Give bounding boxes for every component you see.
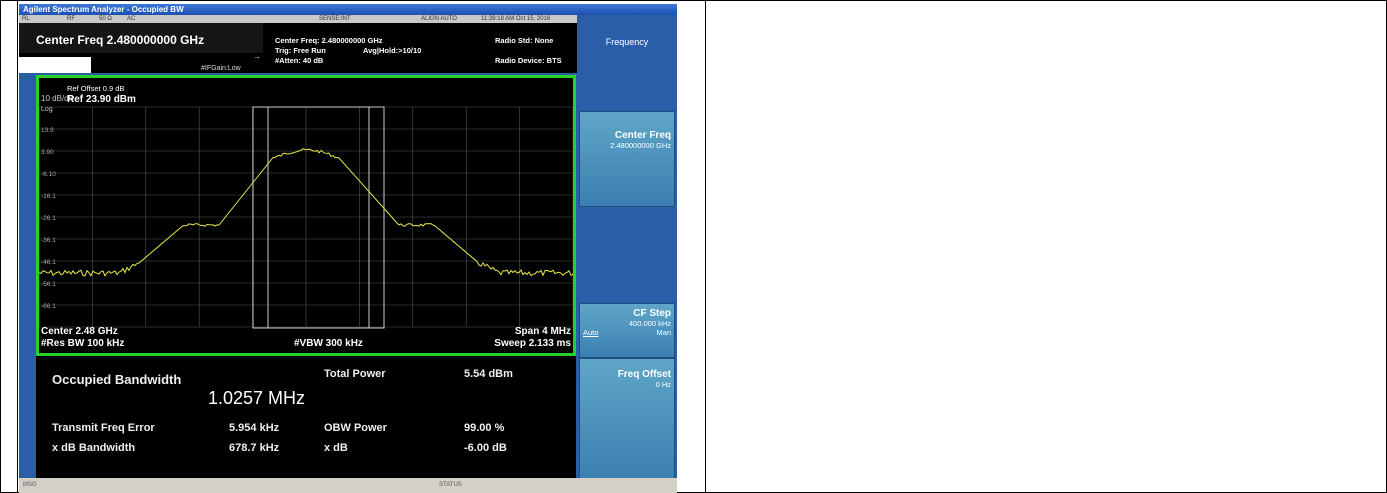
center-freq-box[interactable] xyxy=(19,23,263,53)
blank-softkey xyxy=(579,207,675,303)
softkey-panel: Frequency Center Freq 2.480000000 GHz CF… xyxy=(577,15,677,485)
y-tick-label: -16.1 xyxy=(41,193,56,200)
center-freq-softkey[interactable]: Center Freq 2.480000000 GHz xyxy=(579,111,675,207)
spectrum-svg: 10 dB/div Log Ref Offset 0.9 dB Ref 23.9… xyxy=(39,84,573,349)
arrow-icon: → xyxy=(253,52,261,61)
y-tick-labels: 13.9 3.90 -6.10 -16.1 -26.1 -36.1 -46.1 -56.1 -6… xyxy=(41,127,56,310)
y-tick-label: 13.9 xyxy=(41,127,54,134)
y-tick-label: -46.1 xyxy=(41,259,56,266)
status-bar: MSG STATUS xyxy=(19,478,677,493)
freq-offset-softkey-label: Freq Offset xyxy=(617,369,671,380)
xdb-bandwidth-value: 678.7 kHz xyxy=(229,442,280,454)
occupied-bw-label: Occupied Bandwidth xyxy=(52,372,182,387)
column-divider xyxy=(705,0,706,493)
scale-label: 10 dB/div xyxy=(41,94,74,103)
total-power-value: 5.54 dBm xyxy=(464,368,513,380)
radio-device-readout: Radio Device: BTS xyxy=(495,56,562,65)
rf-indicator: RF xyxy=(67,16,75,22)
y-tick-label: 3.90 xyxy=(41,149,54,156)
obw-power-value: 99.00 % xyxy=(464,422,505,434)
trig-readout: Trig: Free Run xyxy=(275,46,326,55)
ohm-indicator: 50 Ω xyxy=(99,16,112,22)
cf-step-auto: Auto xyxy=(583,328,599,337)
span-label: Span 4 MHz xyxy=(515,326,571,337)
center-freq-title[interactable]: Center Freq 2.480000000 GHz xyxy=(36,33,205,47)
ref-offset-label: Ref Offset 0.9 dB xyxy=(67,84,124,93)
ref-level-label: Ref 23.90 dBm xyxy=(67,94,136,105)
xdb-value: -6.00 dB xyxy=(464,442,507,454)
header-blank-box xyxy=(19,57,91,73)
measurement-header: RL RF 50 Ω AC SENSE:INT ALIGN AUTO 11:39… xyxy=(19,15,577,73)
status-label: STATUS xyxy=(439,482,462,488)
total-power-label: Total Power xyxy=(324,368,386,380)
rl-indicator: RL xyxy=(22,16,30,22)
timestamp: 11:39:18 AM Oct 15, 2016 xyxy=(481,16,551,22)
freq-offset-softkey-value: 0 Hz xyxy=(655,380,671,389)
cf-step-softkey-label: CF Step xyxy=(633,308,671,319)
atten-readout: #Atten: 40 dB xyxy=(275,56,324,65)
sense-indicator: SENSE:INT xyxy=(319,16,351,22)
transmit-freq-error-label: Transmit Freq Error xyxy=(52,422,155,434)
ac-indicator: AC xyxy=(127,16,136,22)
align-indicator: ALIGN AUTO xyxy=(421,16,457,22)
left-column-divider xyxy=(17,0,18,493)
radio-std-readout: Radio Std: None xyxy=(495,36,554,45)
ifgain-readout: #IFGain:Low xyxy=(201,65,241,72)
y-tick-label: -6.10 xyxy=(41,171,56,178)
y-tick-label: -26.1 xyxy=(41,215,56,222)
center-freq-readout: Center Freq: 2.480000000 GHz xyxy=(275,36,383,45)
graticule-grid xyxy=(39,106,573,328)
vbw-label: #VBW 300 kHz xyxy=(294,338,363,349)
y-tick-label: -56.1 xyxy=(41,281,56,288)
center-label: Center 2.48 GHz xyxy=(41,326,118,337)
res-bw-label: #Res BW 100 kHz xyxy=(41,338,124,349)
center-freq-softkey-label: Center Freq xyxy=(614,130,671,141)
cf-step-softkey[interactable]: CF Step 400.000 kHz Auto Man xyxy=(579,303,675,358)
obw-marker-box xyxy=(252,106,385,329)
cf-step-mode-row: Auto Man xyxy=(580,328,674,338)
window-title: Agilent Spectrum Analyzer - Occupied BW xyxy=(19,4,677,15)
cf-step-man: Man xyxy=(656,328,671,337)
y-tick-label: -36.1 xyxy=(41,237,56,244)
spectrum-display[interactable]: 10 dB/div Log Ref Offset 0.9 dB Ref 23.9… xyxy=(36,75,576,356)
xdb-bandwidth-label: x dB Bandwidth xyxy=(52,442,136,454)
status-strip: RL RF 50 Ω AC SENSE:INT ALIGN AUTO 11:39… xyxy=(19,15,577,23)
sweep-label: Sweep 2.133 ms xyxy=(494,338,571,349)
xdb-label: x dB xyxy=(324,442,348,454)
cf-step-softkey-value: 400.000 kHz xyxy=(628,319,671,328)
freq-offset-softkey[interactable]: Freq Offset 0 Hz xyxy=(579,358,675,483)
occupied-bw-value: 1.0257 MHz xyxy=(208,388,306,408)
analyzer-window: Agilent Spectrum Analyzer - Occupied BW … xyxy=(19,4,677,493)
log-label: Log xyxy=(41,106,53,113)
transmit-freq-error-value: 5.954 kHz xyxy=(229,422,280,434)
spectrum-trace xyxy=(39,148,573,277)
obw-power-label: OBW Power xyxy=(324,422,387,434)
msg-label: MSG xyxy=(23,482,37,488)
menu-title: Frequency xyxy=(579,17,675,107)
avg-hold-readout: Avg|Hold:>10/10 xyxy=(363,46,422,55)
results-panel: Occupied Bandwidth 1.0257 MHz Total Powe… xyxy=(36,356,576,479)
center-freq-softkey-value: 2.480000000 GHz xyxy=(610,141,671,150)
y-tick-label: -66.1 xyxy=(41,303,56,310)
